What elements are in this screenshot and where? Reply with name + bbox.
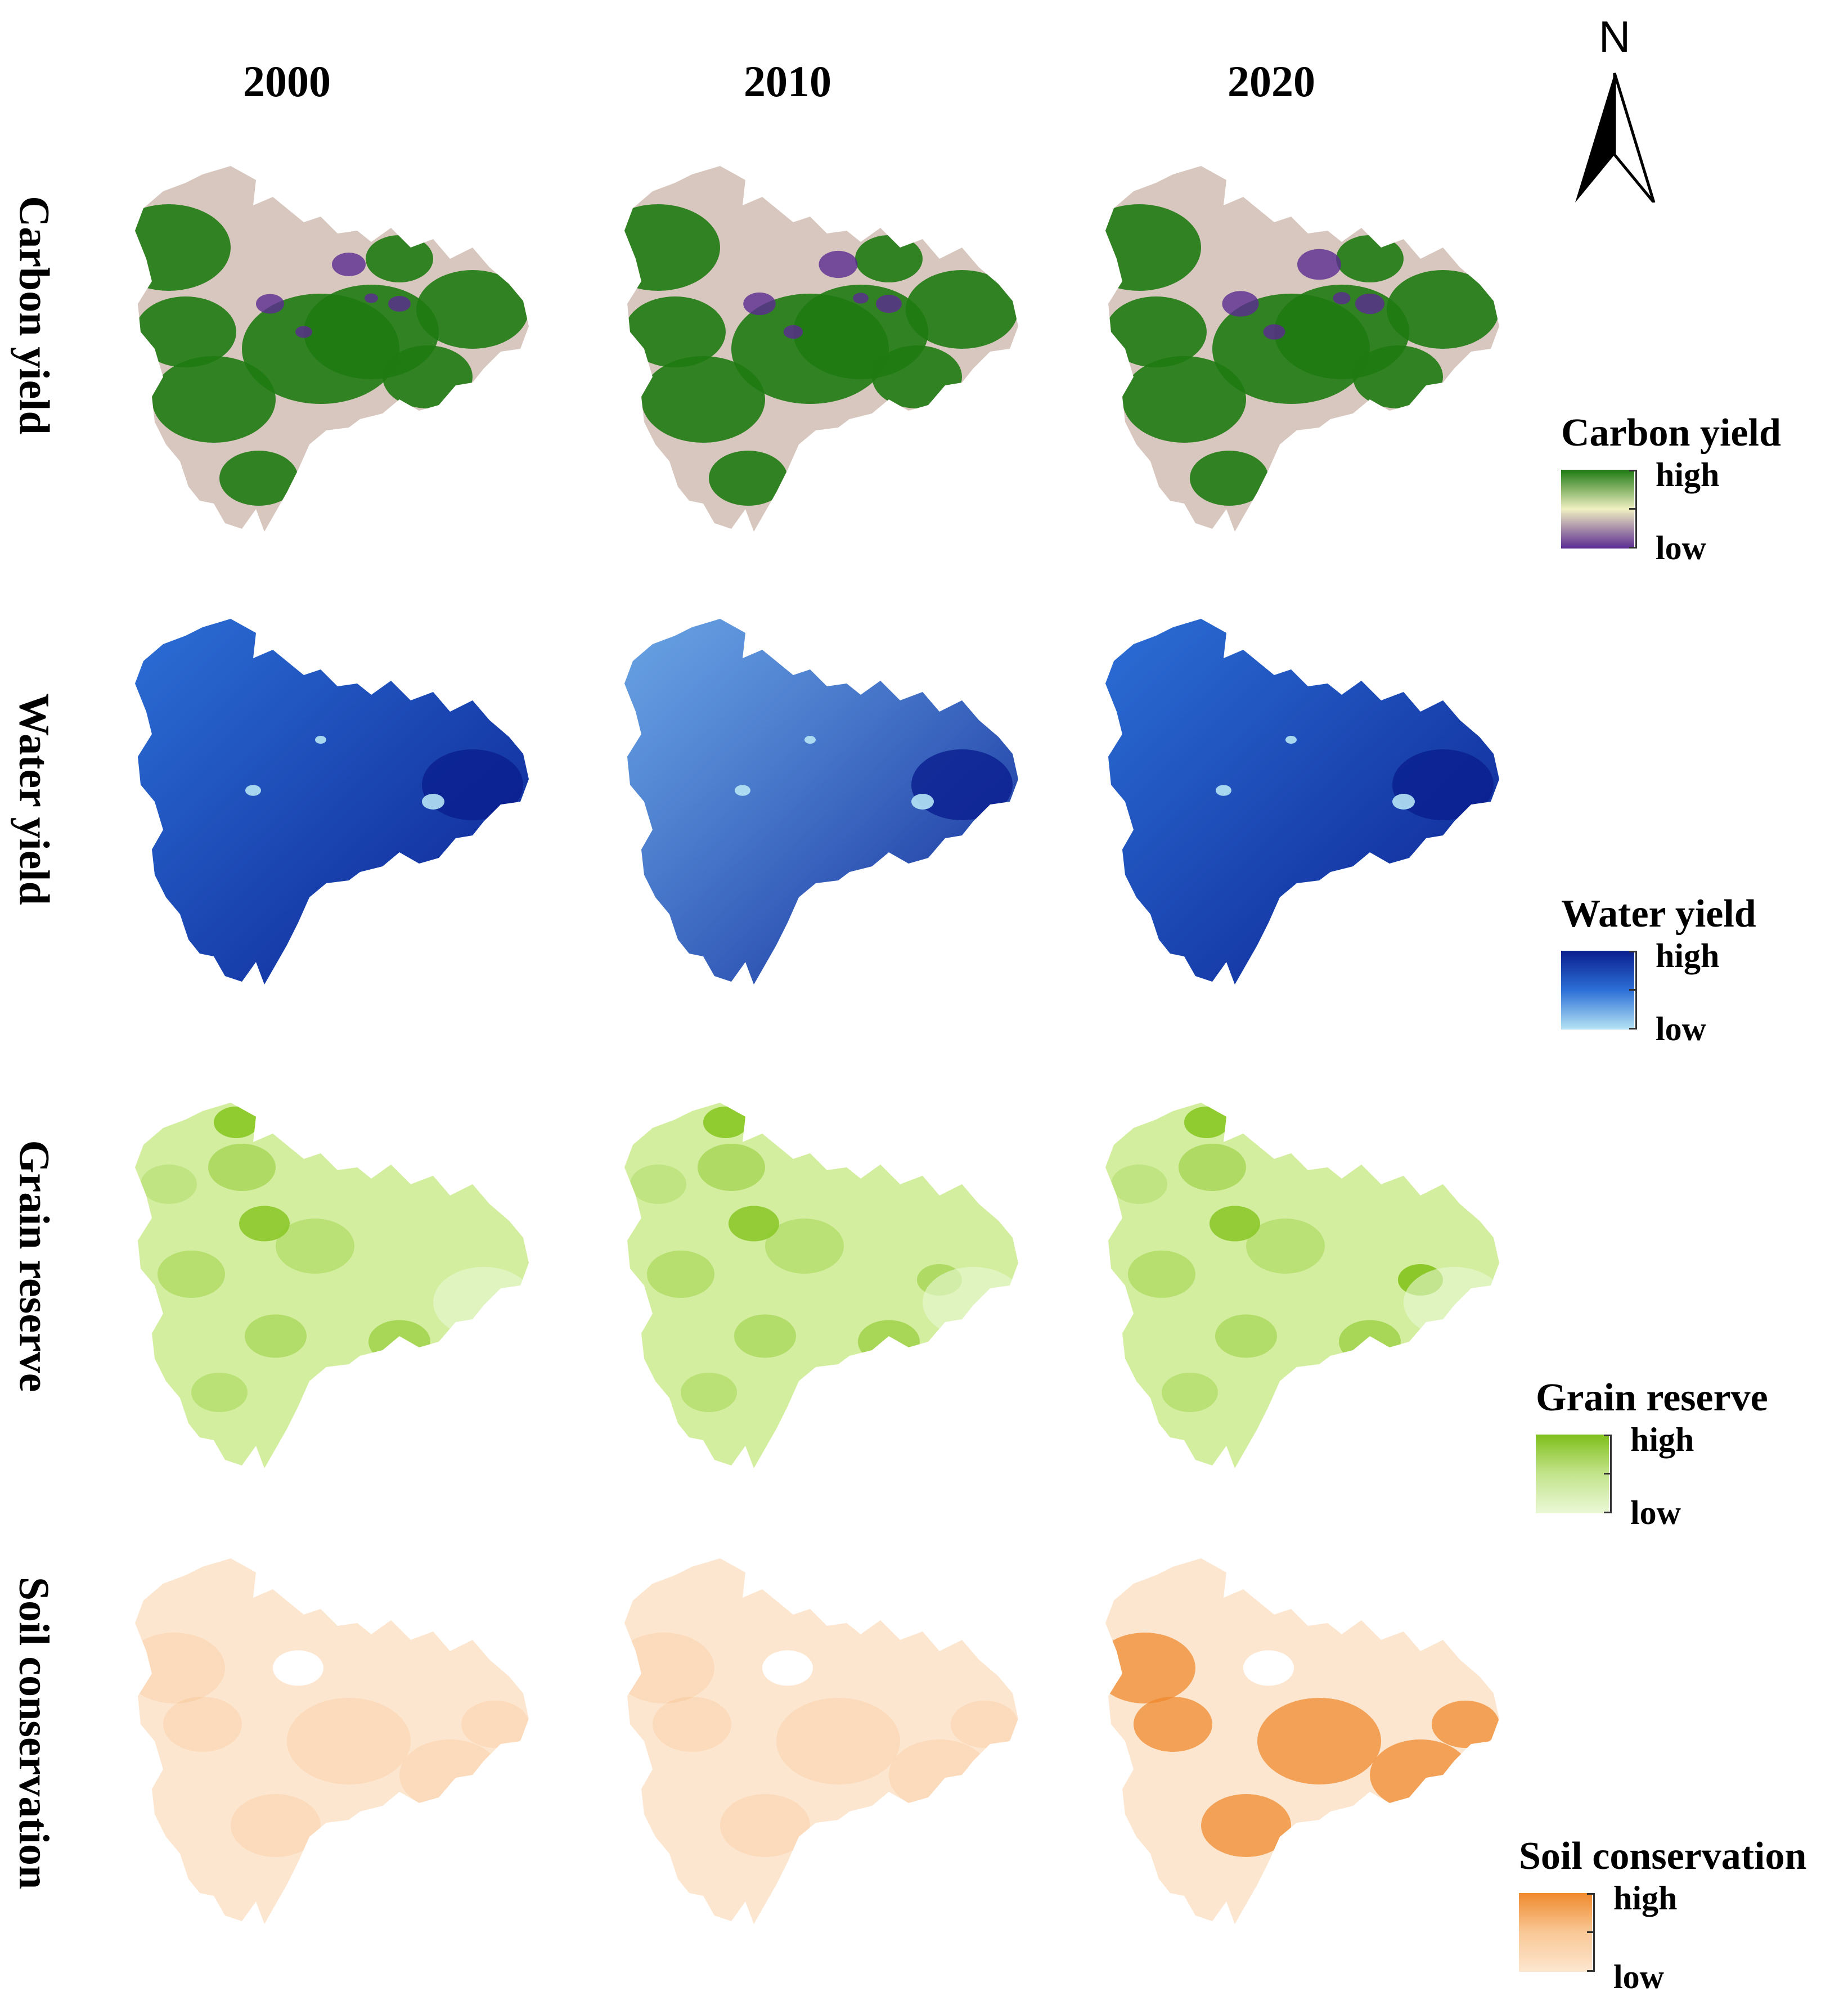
map-soil-2000 (135, 1558, 529, 1924)
legend-low-label: low (1656, 1010, 1706, 1048)
legend-title: Soil conservation (1519, 1835, 1807, 1878)
row-label-carbon-yield: Carbon yield (10, 195, 58, 435)
legend-ticks (1624, 470, 1637, 549)
map-grain-2000 (135, 1103, 529, 1468)
map-water-2020 (1105, 619, 1499, 984)
row-label-water-yield: Water yield (10, 693, 58, 905)
row-label-grain-reserve: Grain reserve (10, 1139, 58, 1392)
legend-water-yield: Water yield high low (1561, 892, 1848, 1048)
legend-color-bar (1536, 1435, 1609, 1513)
legend-low-label: low (1613, 1958, 1664, 1995)
map-soil-2010 (624, 1558, 1018, 1924)
year-header-2020: 2020 (1227, 57, 1315, 106)
map-carbon-2020 (1105, 166, 1499, 532)
legend-high-label: high (1656, 937, 1720, 974)
legend-soil-conservation: Soil conservation high low (1519, 1834, 1834, 1995)
map-carbon-2010 (624, 166, 1018, 532)
map-grain-2010 (624, 1103, 1018, 1468)
row-label-soil-conservation: Soil conservation (10, 1576, 58, 1889)
legend-ticks (1624, 951, 1637, 1030)
legend-title: Grain reserve (1536, 1376, 1768, 1419)
legend-title: Water yield (1561, 892, 1756, 936)
legend-high-label: high (1630, 1421, 1694, 1458)
north-arrow-icon (1575, 73, 1656, 203)
map-water-2000 (135, 619, 529, 984)
legend-color-bar (1561, 951, 1634, 1030)
year-header-2010: 2010 (744, 57, 831, 106)
year-header-2000: 2000 (243, 57, 331, 106)
legend-carbon-yield: Carbon yield high low (1561, 411, 1848, 567)
legend-low-label: low (1630, 1494, 1681, 1531)
map-grain-2020 (1105, 1103, 1499, 1468)
legend-high-label: high (1613, 1880, 1678, 1917)
north-arrow: N (1564, 11, 1665, 203)
legend-color-bar (1519, 1893, 1592, 1972)
north-arrow-label: N (1598, 12, 1631, 61)
legend-high-label: high (1656, 456, 1720, 493)
map-soil-2020 (1105, 1558, 1499, 1924)
legend-title: Carbon yield (1561, 411, 1781, 455)
map-carbon-2000 (135, 166, 529, 532)
legend-color-bar (1561, 470, 1634, 549)
legend-ticks (1599, 1435, 1612, 1513)
map-water-2010 (624, 619, 1018, 984)
legend-grain-reserve: Grain reserve high low (1536, 1375, 1848, 1531)
legend-low-label: low (1656, 529, 1706, 567)
legend-ticks (1582, 1893, 1595, 1972)
